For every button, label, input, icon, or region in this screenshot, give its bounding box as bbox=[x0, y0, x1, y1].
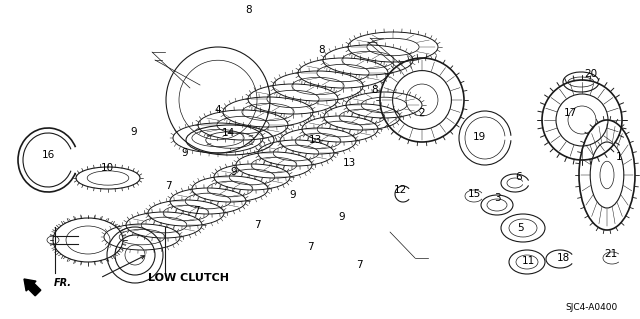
Text: 2: 2 bbox=[419, 108, 426, 118]
Text: 7: 7 bbox=[356, 260, 362, 270]
Text: 1: 1 bbox=[616, 152, 622, 162]
Text: 11: 11 bbox=[522, 256, 534, 266]
Text: 12: 12 bbox=[394, 185, 406, 195]
Text: 19: 19 bbox=[472, 132, 486, 142]
Text: FR.: FR. bbox=[54, 278, 72, 288]
Text: LOW CLUTCH: LOW CLUTCH bbox=[148, 273, 229, 283]
Text: 7: 7 bbox=[193, 206, 199, 216]
Text: 15: 15 bbox=[467, 189, 481, 199]
Text: 10: 10 bbox=[100, 163, 113, 173]
Text: 7: 7 bbox=[164, 181, 172, 191]
Text: 8: 8 bbox=[372, 85, 378, 95]
Text: 6: 6 bbox=[516, 172, 522, 182]
Text: 18: 18 bbox=[556, 253, 570, 263]
Text: 5: 5 bbox=[518, 223, 524, 233]
Text: 21: 21 bbox=[604, 249, 618, 259]
Text: 8: 8 bbox=[246, 5, 252, 15]
Text: 13: 13 bbox=[342, 158, 356, 168]
Text: 9: 9 bbox=[339, 212, 346, 222]
Text: 16: 16 bbox=[42, 150, 54, 160]
Text: 9: 9 bbox=[230, 167, 237, 177]
Text: 14: 14 bbox=[221, 128, 235, 138]
Text: 9: 9 bbox=[131, 127, 138, 137]
Text: 4: 4 bbox=[214, 105, 221, 115]
Text: 13: 13 bbox=[308, 135, 322, 145]
Text: 20: 20 bbox=[584, 69, 598, 79]
FancyArrow shape bbox=[24, 279, 41, 296]
Text: SJC4-A0400: SJC4-A0400 bbox=[565, 303, 617, 313]
Text: 9: 9 bbox=[290, 190, 296, 200]
Text: 3: 3 bbox=[493, 193, 500, 203]
Text: 17: 17 bbox=[563, 108, 577, 118]
Text: 9: 9 bbox=[182, 148, 188, 158]
Text: 7: 7 bbox=[253, 220, 260, 230]
Text: 7: 7 bbox=[307, 242, 314, 252]
Text: 8: 8 bbox=[319, 45, 325, 55]
